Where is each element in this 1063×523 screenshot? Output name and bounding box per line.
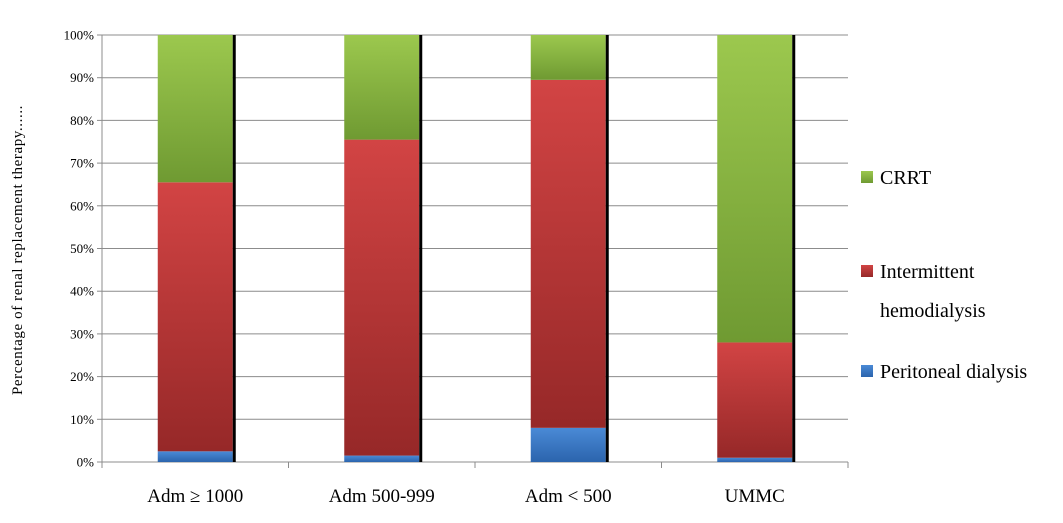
y-tick-label: 70% [70, 156, 94, 171]
bar-segment-intermittent-hemodialysis [157, 182, 233, 452]
y-tick-label: 50% [70, 241, 94, 256]
y-tick-label: 100% [64, 28, 95, 43]
bars [157, 35, 796, 462]
y-tick-label: 90% [70, 70, 94, 85]
bar-segment-peritoneal-dialysis [344, 455, 420, 462]
legend: CRRT Intermittent hemodialysis Peritoneal d… [861, 167, 1027, 383]
y-tick-label: 10% [70, 412, 94, 427]
bar-segment-peritoneal-dialysis [157, 451, 233, 462]
bar-segment-crrt [157, 35, 233, 183]
y-tick-label: 40% [70, 284, 94, 299]
x-tick-labels: Adm ≥ 1000 Adm 500-999 Adm < 500 UMMC [147, 486, 785, 507]
y-tick-labels: 0% 10% 20% 30% 40% 50% 60% 70% 80% 90% 100% [64, 28, 95, 470]
legend-swatch [861, 171, 873, 183]
x-tick-label: UMMC [725, 486, 785, 507]
x-tick-label: Adm 500-999 [329, 486, 435, 507]
x-tick-label: Adm ≥ 1000 [147, 486, 243, 507]
bar-segment-intermittent-hemodialysis [717, 342, 793, 458]
bar-shadow [605, 35, 609, 462]
legend-label: CRRT [880, 167, 931, 189]
bar-shadow [792, 35, 796, 462]
legend-label: Peritoneal dialysis [880, 361, 1027, 383]
y-tick-label: 20% [70, 369, 94, 384]
bar-shadow [419, 35, 423, 462]
bar-segment-crrt [717, 35, 793, 343]
y-tick-label: 60% [70, 198, 94, 213]
bar-segment-intermittent-hemodialysis [344, 139, 420, 456]
bar-shadow [232, 35, 236, 462]
legend-swatch [861, 265, 873, 277]
bar-segment-crrt [530, 35, 606, 80]
legend-label: Intermittent hemodialysis [880, 261, 986, 322]
bar-segment-crrt [344, 35, 420, 140]
bar-segment-peritoneal-dialysis [530, 427, 606, 462]
bar-segment-peritoneal-dialysis [717, 457, 793, 462]
x-tick-label: Adm < 500 [525, 486, 612, 507]
y-tick-label: 0% [77, 455, 95, 470]
bar-segment-intermittent-hemodialysis [530, 79, 606, 428]
y-tick-label: 30% [70, 326, 94, 341]
y-tick-label: 80% [70, 113, 94, 128]
y-axis-label: Percentage of renal replacement therapy.… [10, 105, 26, 395]
legend-swatch [861, 365, 873, 377]
